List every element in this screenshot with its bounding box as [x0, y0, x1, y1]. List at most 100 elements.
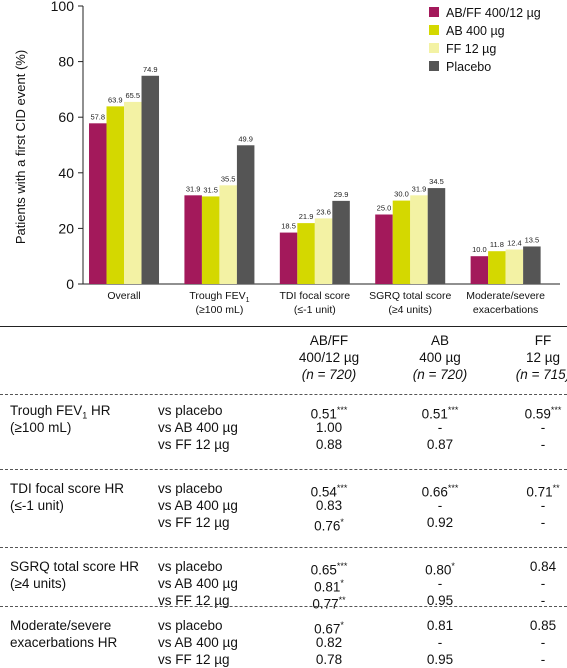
legend-label: FF 12 µg [446, 42, 496, 56]
data-label: 30.0 [394, 190, 409, 199]
hazard-ratio-cell: 0.81 [426, 618, 454, 633]
category-label: SGRQ total score [369, 290, 451, 302]
column-header-dose: 400 µg [419, 350, 461, 365]
hazard-ratio-cell: 0.87 [426, 437, 454, 452]
group-separator [0, 469, 567, 470]
data-label: 31.5 [203, 185, 218, 194]
data-label: 23.6 [316, 207, 331, 216]
hazard-ratio-cell: 0.84 [529, 559, 557, 574]
outcome-label-line2: exacerbations HR [10, 635, 118, 650]
hazard-ratio-cell: 0.80* [425, 561, 455, 578]
significance-marker: *** [336, 483, 348, 493]
bar [106, 106, 125, 284]
significance-marker: *** [336, 405, 348, 415]
hazard-ratio-cell: 0.65*** [310, 561, 348, 578]
category-label: Moderate/severe [466, 290, 545, 302]
bar [427, 188, 446, 284]
comparison-label: vs FF 12 µg [158, 593, 230, 608]
bar [297, 223, 315, 284]
category-label-subscript: 1 [246, 297, 250, 304]
legend-swatch [429, 43, 439, 53]
hazard-ratio-cell: 1.00 [315, 420, 343, 435]
data-label: 13.5 [525, 235, 540, 244]
bar [505, 249, 524, 284]
bar [470, 256, 489, 284]
hazard-ratio-cell: 0.54*** [310, 483, 348, 500]
legend-swatch [429, 61, 439, 71]
significance-marker: *** [447, 483, 459, 493]
hazard-ratio-cell: - [540, 420, 546, 435]
significance-marker: ** [338, 595, 346, 605]
significance-marker: *** [550, 405, 562, 415]
legend-label: AB/FF 400/12 µg [446, 6, 541, 20]
hazard-ratio-cell: - [540, 593, 546, 608]
data-label: 63.9 [108, 95, 123, 104]
outcome-label-subscript: 1 [82, 410, 88, 421]
table-top-rule [0, 326, 567, 327]
column-header: AB 400 µg (n = 720) [380, 332, 500, 383]
outcome-label-line2: (≥4 units) [10, 576, 67, 591]
comparison-label: vs FF 12 µg [158, 437, 230, 452]
data-label: 74.9 [143, 65, 158, 74]
bar [89, 123, 107, 284]
bar [124, 101, 142, 284]
bar [314, 218, 333, 284]
hazard-ratio-cell: 0.82 [315, 635, 343, 650]
significance-marker: *** [447, 405, 459, 415]
group-separator [0, 547, 567, 548]
legend-label: AB 400 µg [446, 24, 505, 38]
significance-marker: *** [336, 561, 348, 571]
bar [279, 232, 298, 284]
category-label-line2: exacerbations [473, 304, 538, 316]
hazard-ratio-cell: - [437, 498, 443, 513]
hazard-ratio-cell: - [437, 576, 443, 591]
y-tick-label: 20 [58, 220, 74, 236]
bar [332, 200, 350, 284]
hazard-ratio-cell: 0.71** [526, 483, 560, 500]
hazard-ratio-cell: 0.67* [314, 620, 344, 637]
hazard-ratio-cell: 0.66*** [421, 483, 459, 500]
bar [201, 196, 220, 284]
comparison-label: vs AB 400 µg [158, 576, 238, 591]
bar [410, 195, 428, 284]
legend-label: Placebo [446, 60, 491, 74]
significance-marker: * [451, 561, 455, 571]
data-label: 29.9 [334, 190, 349, 199]
hazard-ratio-table: AB/FF 400/12 µg (n = 720) AB 400 µg (n = 720)… [0, 326, 567, 667]
comparison-label: vs placebo [158, 618, 223, 633]
outcome-label-line2: (≥100 mL) [10, 420, 72, 435]
data-label: 18.5 [281, 222, 296, 231]
column-header-n: (n = 720) [301, 367, 357, 382]
bar [392, 200, 411, 284]
hazard-ratio-cell: 0.88 [315, 437, 343, 452]
data-label: 31.9 [186, 184, 201, 193]
hazard-ratio-cell: 0.92 [426, 515, 454, 530]
legend-swatch [429, 7, 439, 17]
hazard-ratio-cell: - [540, 635, 546, 650]
column-header-dose: 12 µg [525, 350, 561, 365]
outcome-label-line2: (≤-1 unit) [10, 498, 64, 513]
hazard-ratio-cell: 0.85 [529, 618, 557, 633]
hazard-ratio-cell: 0.51*** [310, 405, 348, 422]
bar-chart: 0 20 40 60 80 100 Patients with a first CID ev… [13, 0, 560, 316]
hazard-ratio-cell: 0.83 [315, 498, 343, 513]
category-label-line2: (≥4 units) [388, 304, 432, 316]
y-axis-label: Patients with a first CID event (%) [13, 50, 28, 244]
significance-marker: ** [552, 483, 560, 493]
category-label-line2: (≤-1 unit) [294, 304, 336, 316]
comparison-label: vs placebo [158, 481, 223, 496]
comparison-label: vs AB 400 µg [158, 635, 238, 650]
hazard-ratio-cell: 0.95 [426, 593, 454, 608]
y-tick-label: 0 [66, 276, 74, 292]
data-label: 10.0 [472, 245, 487, 254]
comparison-label: vs AB 400 µg [158, 420, 238, 435]
bar [141, 75, 160, 284]
data-label: 49.9 [238, 134, 253, 143]
y-tick-label: 80 [58, 54, 74, 70]
significance-marker: * [340, 578, 344, 588]
hazard-ratio-cell: 0.77** [312, 595, 346, 612]
hazard-ratio-cell: - [437, 635, 443, 650]
bar [236, 145, 255, 284]
group-separator [0, 606, 567, 607]
comparison-label: vs FF 12 µg [158, 515, 230, 530]
